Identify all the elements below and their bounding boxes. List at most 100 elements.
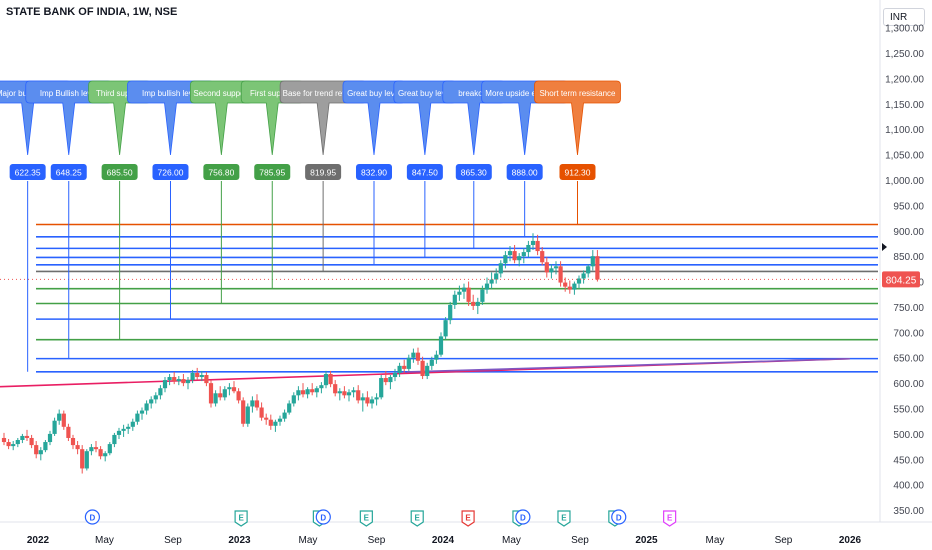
candle-body[interactable] xyxy=(323,373,329,386)
candle-body[interactable] xyxy=(494,273,499,280)
candle-body[interactable] xyxy=(43,442,48,451)
candle-body[interactable] xyxy=(388,377,393,383)
candle-body[interactable] xyxy=(282,412,287,419)
candle-body[interactable] xyxy=(89,447,94,452)
earnings-marker-icon[interactable]: E xyxy=(663,510,677,527)
candle-body[interactable] xyxy=(576,278,582,284)
candle-body[interactable] xyxy=(590,256,595,267)
candle-body[interactable] xyxy=(369,399,375,404)
candle-body[interactable] xyxy=(135,413,140,422)
level-annotation[interactable]: Base for trend reversal 819.95 xyxy=(279,80,367,272)
level-annotation[interactable]: Second support 756.80 xyxy=(189,80,253,304)
candle-body[interactable] xyxy=(66,426,71,438)
candle-body[interactable] xyxy=(259,407,264,418)
level-annotation[interactable]: Imp bullish level 726.00 xyxy=(127,80,214,320)
candle-body[interactable] xyxy=(540,251,545,263)
candle-body[interactable] xyxy=(452,294,457,305)
candle-body[interactable] xyxy=(98,449,103,457)
level-annotation[interactable]: Third support 685.50 xyxy=(88,80,152,340)
candle-body[interactable] xyxy=(448,304,453,321)
candle-body[interactable] xyxy=(167,377,172,381)
earnings-marker-icon[interactable]: E xyxy=(461,510,475,527)
candle-body[interactable] xyxy=(250,400,255,407)
candle-body[interactable] xyxy=(273,421,278,426)
candle-body[interactable] xyxy=(314,388,319,393)
candle-body[interactable] xyxy=(475,301,480,306)
dividend-marker-icon[interactable]: D xyxy=(611,509,627,525)
candle-body[interactable] xyxy=(342,391,347,396)
candle-body[interactable] xyxy=(103,453,108,457)
candle-body[interactable] xyxy=(185,380,191,384)
candle-body[interactable] xyxy=(116,430,122,435)
candle-body[interactable] xyxy=(130,421,135,427)
candle-body[interactable] xyxy=(586,266,591,274)
candle-body[interactable] xyxy=(112,434,117,445)
earnings-marker-icon[interactable]: E xyxy=(410,510,424,527)
candle-body[interactable] xyxy=(158,388,163,396)
candle-body[interactable] xyxy=(227,387,232,390)
candle-body[interactable] xyxy=(300,390,306,395)
candle-body[interactable] xyxy=(162,380,168,389)
candle-body[interactable] xyxy=(581,273,586,279)
candle-body[interactable] xyxy=(121,428,126,431)
candle-body[interactable] xyxy=(6,442,11,447)
candle-body[interactable] xyxy=(222,389,227,398)
candle-body[interactable] xyxy=(471,301,476,306)
candle-body[interactable] xyxy=(319,385,324,389)
candle-body[interactable] xyxy=(530,240,536,245)
scroll-arrow-icon[interactable] xyxy=(882,243,887,251)
level-annotation[interactable]: More upside expected 888.00 xyxy=(481,80,569,237)
candle-body[interactable] xyxy=(144,403,149,411)
candle-body[interactable] xyxy=(29,437,34,446)
candle-body[interactable] xyxy=(70,437,76,446)
candle-body[interactable] xyxy=(328,373,333,385)
candle-body[interactable] xyxy=(47,433,53,443)
dividend-marker-icon[interactable]: D xyxy=(515,509,531,525)
candle-body[interactable] xyxy=(15,440,20,445)
candle-body[interactable] xyxy=(379,378,384,398)
candle-body[interactable] xyxy=(411,352,416,358)
candle-body[interactable] xyxy=(365,397,370,404)
level-annotation[interactable]: Major bullish level622.35 xyxy=(0,80,72,372)
candle-body[interactable] xyxy=(80,449,85,469)
candle-body[interactable] xyxy=(245,406,250,424)
earnings-marker-icon[interactable]: E xyxy=(234,510,248,527)
candle-body[interactable] xyxy=(489,279,494,284)
candle-body[interactable] xyxy=(305,389,310,395)
candle-body[interactable] xyxy=(231,387,237,392)
candle-body[interactable] xyxy=(236,391,241,401)
candle-body[interactable] xyxy=(438,336,444,355)
level-annotation[interactable]: Great buy level 847.50 xyxy=(393,80,457,258)
candle-body[interactable] xyxy=(337,391,342,394)
candle-body[interactable] xyxy=(434,354,439,360)
level-annotation[interactable]: Great buy level 832.90 xyxy=(342,80,406,265)
candle-body[interactable] xyxy=(333,384,338,394)
earnings-marker-icon[interactable]: E xyxy=(359,510,373,527)
candle-body[interactable] xyxy=(567,286,572,290)
candle-body[interactable] xyxy=(558,266,563,283)
candle-body[interactable] xyxy=(11,444,16,447)
dividend-marker-icon[interactable]: D xyxy=(84,509,100,525)
candle-body[interactable] xyxy=(507,251,513,256)
level-annotation[interactable]: breakout 865.30 xyxy=(442,80,506,249)
candle-body[interactable] xyxy=(190,372,195,381)
currency-selector[interactable]: INR xyxy=(883,8,925,26)
dividend-marker-icon[interactable]: D xyxy=(315,509,331,525)
candle-body[interactable] xyxy=(356,390,361,401)
candle-body[interactable] xyxy=(415,352,421,361)
candle-body[interactable] xyxy=(213,393,218,404)
candle-body[interactable] xyxy=(181,379,186,384)
candle-body[interactable] xyxy=(254,400,260,408)
candle-body[interactable] xyxy=(199,375,204,378)
candle-body[interactable] xyxy=(526,244,531,253)
candle-body[interactable] xyxy=(351,390,356,393)
candle-body[interactable] xyxy=(383,378,388,383)
candle-body[interactable] xyxy=(84,451,89,469)
candle-body[interactable] xyxy=(176,379,181,382)
candle-body[interactable] xyxy=(93,447,99,450)
candle-body[interactable] xyxy=(466,287,471,302)
candle-body[interactable] xyxy=(595,256,600,280)
candle-body[interactable] xyxy=(480,289,485,302)
candle-body[interactable] xyxy=(296,390,301,396)
